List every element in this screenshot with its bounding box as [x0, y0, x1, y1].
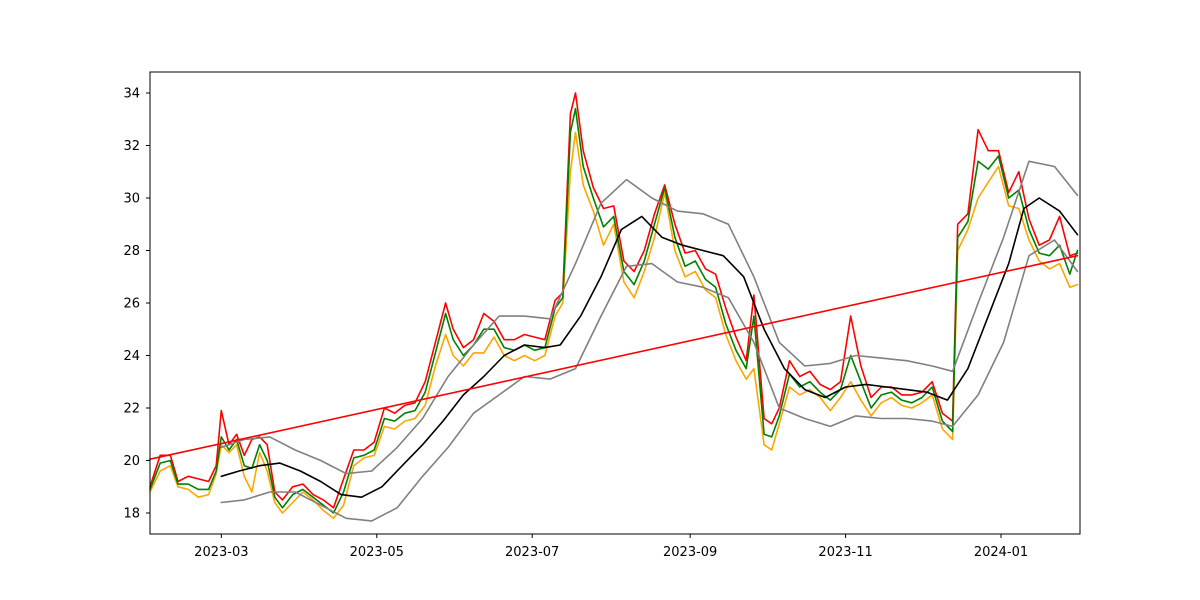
series-line-3 [149, 107, 1079, 514]
series-layer [149, 92, 1079, 522]
y-tick-label: 22 [123, 402, 140, 417]
x-tick-label: 2023-05 [350, 545, 404, 560]
y-tick-label: 32 [123, 139, 140, 154]
series-line-4 [220, 197, 1079, 498]
y-tick-label: 18 [123, 507, 140, 522]
x-tick-label: 2023-09 [663, 545, 717, 560]
y-tick-label: 34 [123, 87, 140, 102]
y-tick-label: 28 [123, 244, 140, 259]
series-line-6 [220, 239, 1079, 522]
x-axis: 2023-03 2023-05 2023-07 2023-09 2023-11 2024-… [194, 534, 1028, 560]
series-line-7 [149, 254, 1079, 460]
series-line-2 [149, 92, 1079, 509]
x-tick-label: 2023-03 [194, 545, 248, 560]
x-tick-label: 2023-11 [818, 545, 872, 560]
series-line-1 [149, 131, 1079, 520]
y-axis: 18 20 22 24 26 28 30 32 34 [123, 87, 150, 522]
y-tick-label: 30 [123, 192, 140, 207]
series-line-5 [220, 160, 1079, 475]
x-tick-label: 2023-07 [505, 545, 559, 560]
y-tick-label: 24 [123, 349, 140, 364]
y-tick-label: 26 [123, 297, 140, 312]
y-tick-label: 20 [123, 454, 140, 469]
x-tick-label: 2024-01 [974, 545, 1028, 560]
